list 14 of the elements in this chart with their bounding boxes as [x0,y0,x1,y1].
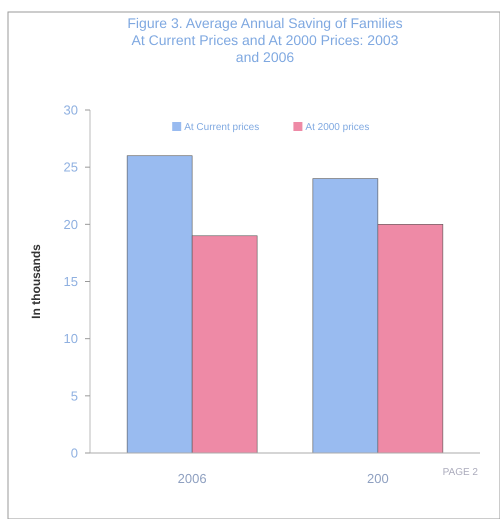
y-tick-label: 30 [64,102,78,118]
y-tick-label: 5 [70,388,78,404]
x-tick-label: 2006 [178,471,207,486]
y-tick-label: 15 [64,274,78,290]
x-tick-label: 200 [367,471,389,486]
text: PAGE 2 [442,467,478,478]
legend-label: At Current prices [184,122,260,133]
y-tick-label: 0 [70,446,78,461]
y-tick-label: 10 [64,331,78,346]
y-tick-label: 20 [64,216,78,232]
chart-title: Figure 3. Average Annual Saving of Families At Current Prices and At 2000 Prices: 2003 and 2006 [127,15,403,65]
legend-label: At 2000 prices [305,122,370,133]
y-tick-label: 25 [64,160,78,175]
y-axis-title: In thousands [29,244,43,319]
